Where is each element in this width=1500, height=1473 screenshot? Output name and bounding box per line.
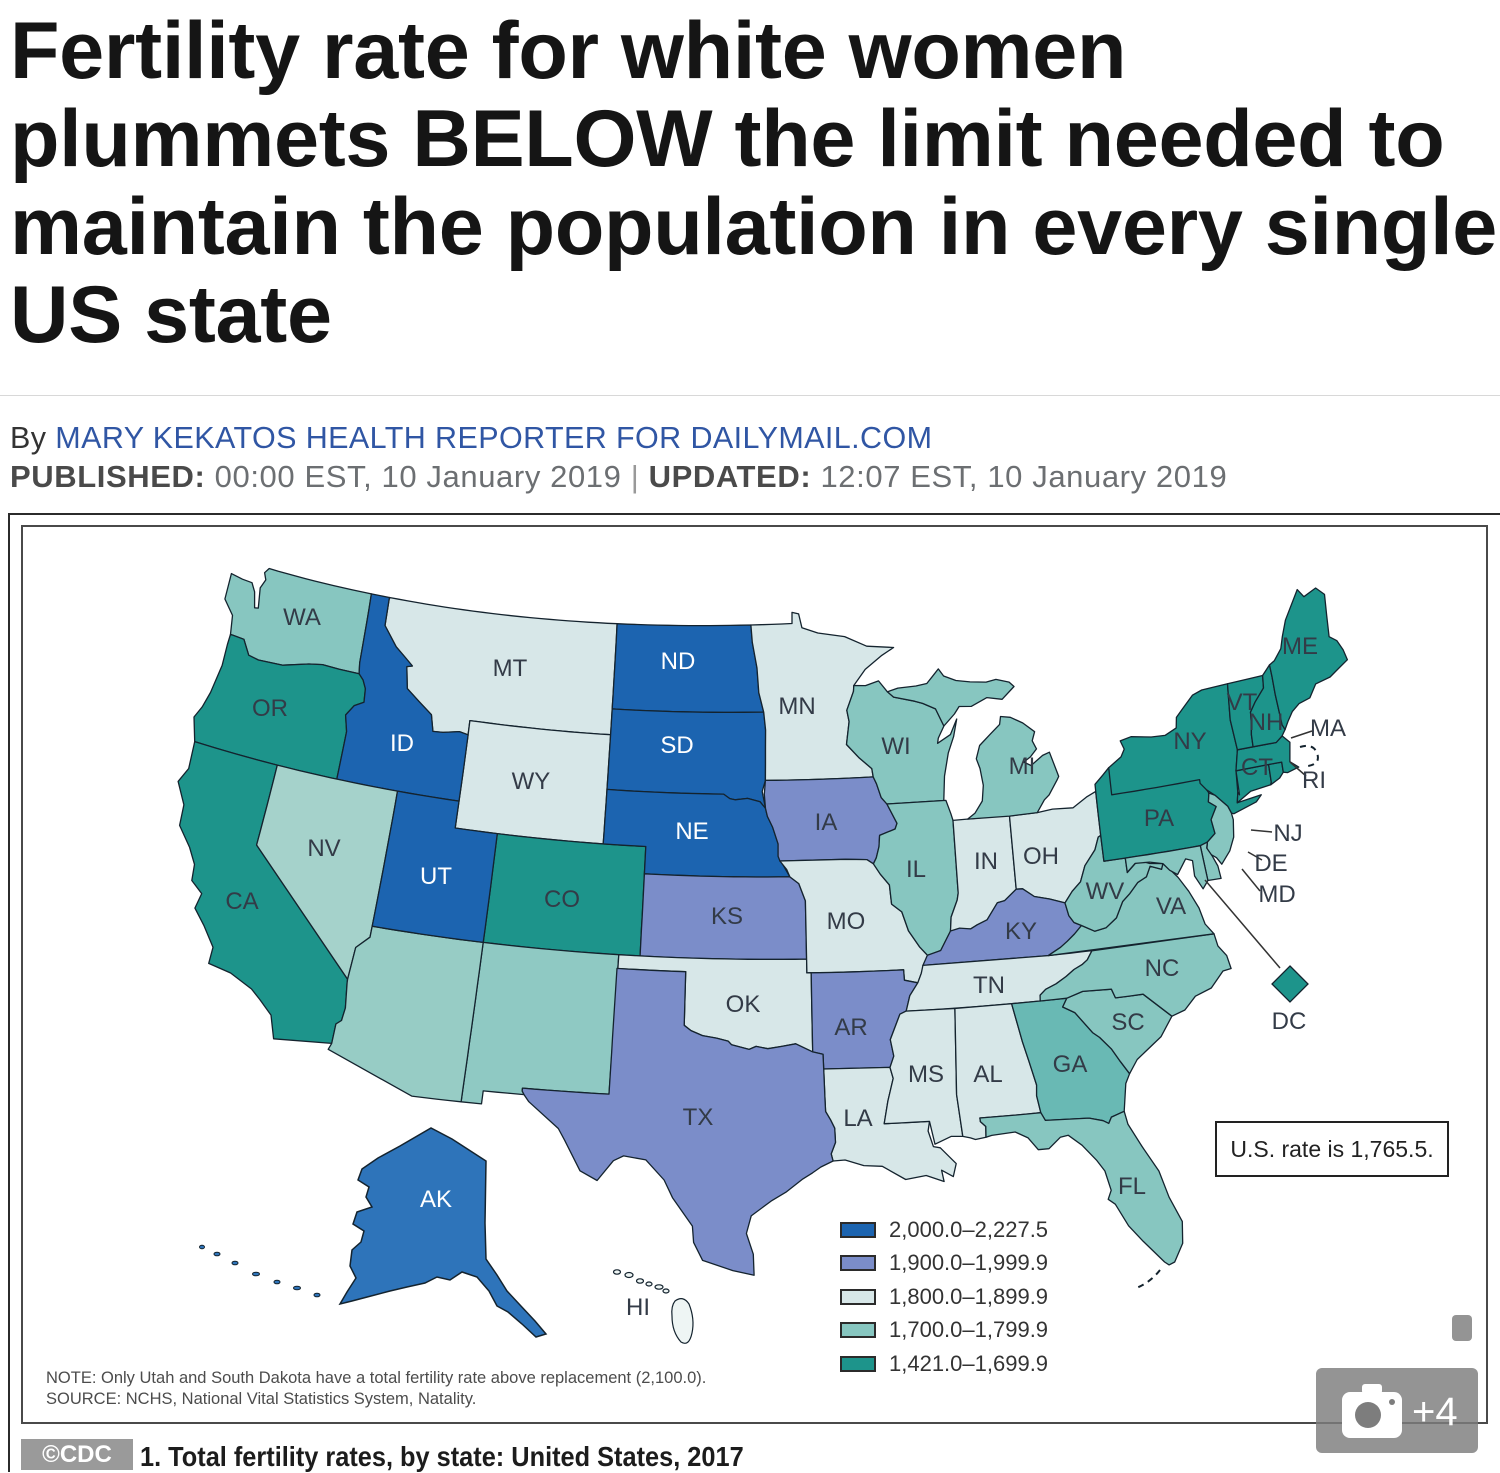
svg-text:2,000.0–2,227.5: 2,000.0–2,227.5	[889, 1217, 1048, 1242]
svg-text:MI: MI	[1009, 753, 1036, 780]
svg-text:AK: AK	[420, 1186, 452, 1213]
svg-text:PA: PA	[1144, 805, 1174, 832]
svg-text:KY: KY	[1005, 918, 1037, 945]
svg-text:LA: LA	[843, 1105, 872, 1132]
svg-text:OR: OR	[252, 695, 288, 722]
svg-text:NV: NV	[307, 835, 340, 862]
svg-text:NH: NH	[1249, 709, 1284, 736]
svg-text:NE: NE	[675, 818, 708, 845]
svg-text:VA: VA	[1156, 893, 1186, 920]
svg-text:CA: CA	[225, 888, 258, 915]
svg-text:MS: MS	[908, 1061, 944, 1088]
svg-text:ME: ME	[1282, 633, 1318, 660]
svg-text:AR: AR	[834, 1014, 867, 1041]
svg-text:VT: VT	[1227, 689, 1258, 716]
svg-text:WV: WV	[1086, 878, 1125, 905]
svg-text:MN: MN	[778, 693, 815, 720]
svg-text:GA: GA	[1053, 1051, 1088, 1078]
svg-text:MA: MA	[1310, 715, 1346, 742]
svg-text:MO: MO	[827, 908, 866, 935]
svg-text:TN: TN	[973, 972, 1005, 999]
svg-text:IA: IA	[815, 809, 838, 836]
svg-text:1,900.0–1,999.9: 1,900.0–1,999.9	[889, 1250, 1048, 1275]
svg-text:DC: DC	[1272, 1008, 1307, 1035]
svg-text:SOURCE: NCHS, National Vital S: SOURCE: NCHS, National Vital Statistics …	[46, 1390, 476, 1408]
svg-text:AL: AL	[973, 1061, 1002, 1088]
svg-text:IL: IL	[906, 856, 926, 883]
svg-text:RI: RI	[1302, 767, 1326, 794]
svg-text:HI: HI	[626, 1294, 650, 1321]
svg-text:WA: WA	[283, 604, 321, 631]
svg-text:NC: NC	[1145, 955, 1180, 982]
svg-text:ND: ND	[661, 648, 696, 675]
svg-text:OH: OH	[1023, 843, 1059, 870]
svg-text:OK: OK	[726, 991, 761, 1018]
svg-text:IN: IN	[974, 848, 998, 875]
svg-text:NY: NY	[1173, 728, 1206, 755]
svg-text:MD: MD	[1258, 881, 1295, 908]
svg-text:WY: WY	[512, 768, 551, 795]
svg-text:ID: ID	[390, 730, 414, 757]
svg-text:DE: DE	[1254, 850, 1287, 877]
svg-text:SD: SD	[660, 732, 693, 759]
svg-text:KS: KS	[711, 903, 743, 930]
svg-text:SC: SC	[1111, 1009, 1144, 1036]
svg-text:UT: UT	[420, 863, 452, 890]
svg-text:U.S. rate is 1,765.5.: U.S. rate is 1,765.5.	[1230, 1136, 1433, 1162]
svg-text:CO: CO	[544, 886, 580, 913]
svg-text:CT: CT	[1241, 754, 1273, 781]
svg-text:FL: FL	[1118, 1173, 1146, 1200]
svg-text:MT: MT	[493, 655, 528, 682]
svg-text:1,421.0–1,699.9: 1,421.0–1,699.9	[889, 1351, 1048, 1376]
svg-text:1,800.0–1,899.9: 1,800.0–1,899.9	[889, 1284, 1048, 1309]
svg-text:WI: WI	[881, 733, 910, 760]
svg-text:NOTE: Only Utah and South Dako: NOTE: Only Utah and South Dakota have a …	[46, 1369, 706, 1387]
svg-text:1,700.0–1,799.9: 1,700.0–1,799.9	[889, 1317, 1048, 1342]
svg-text:TX: TX	[683, 1104, 714, 1131]
svg-text:NJ: NJ	[1273, 820, 1302, 847]
